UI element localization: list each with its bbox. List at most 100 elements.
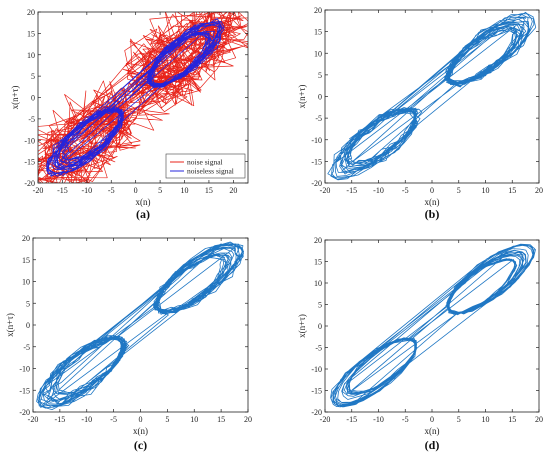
x-tick-label: 10 bbox=[482, 186, 490, 195]
y-tick-label: -5 bbox=[23, 343, 30, 352]
legend-label: noiseless signal bbox=[187, 167, 234, 176]
y-tick-label: -15 bbox=[311, 157, 322, 166]
y-tick-label: -20 bbox=[19, 408, 30, 417]
series-line-0 bbox=[36, 241, 244, 410]
y-tick-label: 5 bbox=[318, 71, 322, 80]
plot-area bbox=[38, 12, 248, 183]
plot-area bbox=[330, 243, 536, 408]
x-tick-label: -5 bbox=[108, 186, 115, 195]
x-tick-label: 10 bbox=[181, 186, 189, 195]
x-tick-label: 20 bbox=[244, 415, 252, 424]
y-tick-label: -10 bbox=[311, 365, 322, 374]
x-tick-label: 5 bbox=[457, 415, 461, 424]
series-line-0 bbox=[38, 12, 248, 183]
x-tick-label: 10 bbox=[482, 415, 490, 424]
y-tick-label: 0 bbox=[318, 93, 322, 102]
x-axis-label: x(n) bbox=[133, 426, 148, 436]
y-tick-label: -5 bbox=[315, 114, 322, 123]
x-tick-label: 0 bbox=[134, 186, 138, 195]
y-tick-label: -20 bbox=[311, 408, 322, 417]
y-tick-label: 5 bbox=[318, 301, 322, 310]
series-line-0 bbox=[327, 11, 537, 181]
y-tick-label: 5 bbox=[26, 299, 30, 308]
y-tick-label: -5 bbox=[28, 115, 35, 124]
y-tick-label: 15 bbox=[314, 258, 322, 267]
x-axis-label: x(n) bbox=[136, 197, 151, 207]
y-tick-label: 15 bbox=[27, 29, 35, 38]
x-tick-label: -20 bbox=[320, 186, 331, 195]
y-tick-label: -15 bbox=[19, 386, 30, 395]
y-axis-label: x(n+τ) bbox=[10, 86, 20, 110]
y-tick-label: 0 bbox=[31, 94, 35, 103]
x-tick-label: 0 bbox=[430, 186, 434, 195]
x-tick-label: 5 bbox=[158, 186, 162, 195]
y-tick-label: 15 bbox=[22, 256, 30, 265]
x-axis-label: x(n) bbox=[425, 426, 440, 436]
y-tick-label: 15 bbox=[314, 28, 322, 37]
series-line-0 bbox=[330, 243, 536, 408]
x-tick-label: -20 bbox=[33, 186, 44, 195]
y-tick-label: -10 bbox=[19, 365, 30, 374]
x-tick-label: 20 bbox=[229, 186, 237, 195]
x-tick-label: 20 bbox=[535, 186, 543, 195]
x-tick-label: -15 bbox=[57, 186, 68, 195]
x-tick-label: -5 bbox=[402, 415, 409, 424]
x-tick-label: -15 bbox=[346, 186, 357, 195]
x-tick-label: 10 bbox=[190, 415, 198, 424]
chart-panel-0: -20 -15 -10 -5 0 5 10 15 20 -20 -15 -10 -5 0 5 10 15 20 x(… bbox=[10, 8, 249, 221]
y-tick-label: 20 bbox=[314, 236, 322, 245]
legend-box bbox=[165, 153, 246, 179]
x-tick-label: -5 bbox=[110, 415, 117, 424]
legend-label: noise signal bbox=[187, 158, 223, 167]
y-tick-label: -15 bbox=[24, 158, 35, 167]
chart-panel-1: -20 -15 -10 -5 0 5 10 15 20 -20 -15 -10 -5 0 5 10 15 20 x(… bbox=[297, 6, 543, 221]
x-tick-label: 20 bbox=[535, 415, 543, 424]
x-tick-label: -15 bbox=[55, 415, 66, 424]
x-tick-label: -10 bbox=[373, 415, 384, 424]
y-axis-label: x(n+τ) bbox=[297, 314, 307, 338]
y-tick-label: 20 bbox=[314, 6, 322, 15]
y-tick-label: -20 bbox=[311, 179, 322, 188]
axes-frame bbox=[32, 237, 249, 413]
x-tick-label: 15 bbox=[508, 415, 516, 424]
panel-caption: (d) bbox=[425, 438, 440, 452]
plot-area bbox=[36, 241, 244, 410]
chart-panel-2: -20 -15 -10 -5 0 5 10 15 20 -20 -15 -10 -5 0 5 10 15 20 x(… bbox=[5, 234, 252, 452]
y-axis-label: x(n+τ) bbox=[5, 313, 15, 337]
y-tick-label: 10 bbox=[22, 278, 30, 287]
x-tick-label: 15 bbox=[205, 186, 213, 195]
y-tick-label: 10 bbox=[314, 279, 322, 288]
y-tick-label: -15 bbox=[311, 387, 322, 396]
y-tick-label: 0 bbox=[26, 321, 30, 330]
x-tick-label: 15 bbox=[217, 415, 225, 424]
x-tick-label: 5 bbox=[165, 415, 169, 424]
y-tick-label: 5 bbox=[31, 72, 35, 81]
x-tick-label: 15 bbox=[508, 186, 516, 195]
x-axis-label: x(n) bbox=[425, 197, 440, 207]
x-tick-label: -20 bbox=[28, 415, 39, 424]
x-tick-label: 5 bbox=[457, 186, 461, 195]
y-tick-label: 20 bbox=[22, 234, 30, 243]
y-tick-label: 20 bbox=[27, 8, 35, 17]
y-tick-label: -20 bbox=[24, 179, 35, 188]
x-tick-label: -20 bbox=[320, 415, 331, 424]
plot-area bbox=[327, 11, 537, 181]
y-tick-label: 10 bbox=[314, 49, 322, 58]
y-tick-label: -10 bbox=[311, 136, 322, 145]
panel-caption: (c) bbox=[134, 438, 147, 452]
x-tick-label: -5 bbox=[402, 186, 409, 195]
x-tick-label: -10 bbox=[81, 415, 92, 424]
x-tick-label: -10 bbox=[373, 186, 384, 195]
y-tick-label: 0 bbox=[318, 322, 322, 331]
x-tick-label: 0 bbox=[430, 415, 434, 424]
x-tick-label: -15 bbox=[346, 415, 357, 424]
x-tick-label: -10 bbox=[82, 186, 93, 195]
chart-panel-3: -20 -15 -10 -5 0 5 10 15 20 -20 -15 -10 -5 0 5 10 15 20 x(… bbox=[297, 236, 543, 452]
x-tick-label: 0 bbox=[139, 415, 143, 424]
y-axis-label: x(n+τ) bbox=[297, 85, 307, 109]
y-tick-label: -10 bbox=[24, 136, 35, 145]
panel-caption: (b) bbox=[425, 207, 440, 221]
y-tick-label: -5 bbox=[315, 344, 322, 353]
